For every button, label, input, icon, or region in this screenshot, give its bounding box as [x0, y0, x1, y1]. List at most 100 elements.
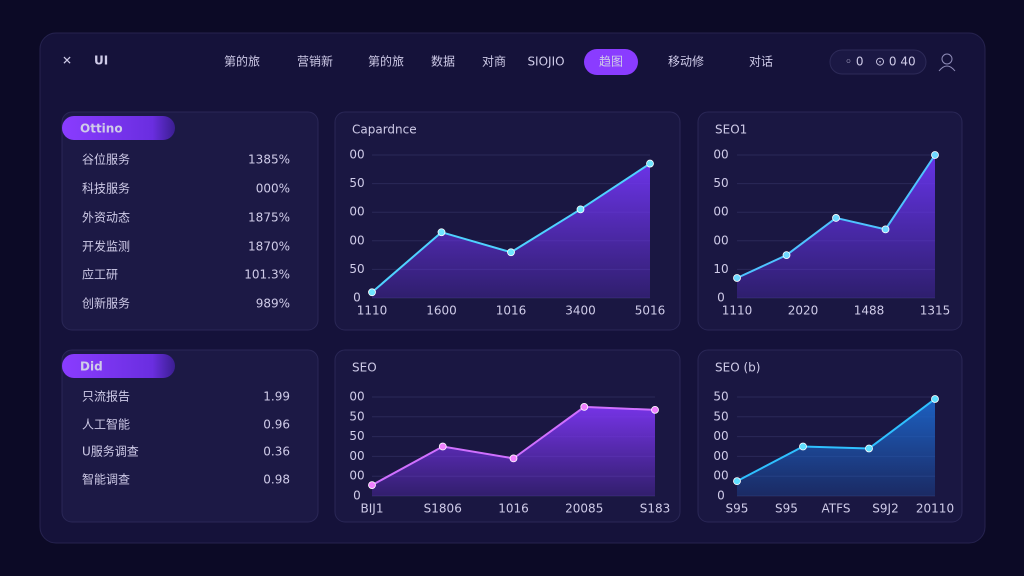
nav-item[interactable]: SIOJIO — [527, 55, 564, 69]
panel-title: Ottino — [80, 122, 123, 136]
point — [509, 454, 518, 463]
row-value: 1875% — [248, 211, 290, 225]
point — [782, 251, 791, 260]
x-tick-label: S95 — [775, 502, 798, 516]
panel-header — [62, 354, 175, 378]
header-controls[interactable] — [829, 49, 927, 75]
y-tick-label: 50 — [713, 409, 728, 423]
x-tick-label: 2020 — [788, 304, 819, 318]
y-tick-label: 50 — [713, 390, 728, 404]
x-tick-label: S1806 — [424, 502, 462, 516]
x-tick-label: 1110 — [722, 304, 753, 318]
user-icon[interactable] — [941, 53, 953, 65]
x-tick-label: 1110 — [357, 304, 388, 318]
point — [437, 228, 446, 237]
point — [438, 442, 447, 451]
row-label: 开发监测 — [82, 239, 130, 254]
row-value: 0.36 — [263, 445, 290, 459]
y-tick-label: 0 — [717, 291, 725, 305]
area — [372, 163, 650, 298]
point — [368, 288, 376, 297]
row-label: 创新服务 — [82, 296, 130, 311]
y-tick-label: 00 — [349, 469, 364, 483]
point — [368, 481, 376, 490]
x-tick-label: 1016 — [498, 502, 529, 516]
row-label: 谷位服务 — [82, 152, 130, 167]
x-tick-label: 1315 — [920, 304, 951, 318]
row-value: 0.96 — [263, 418, 290, 432]
nav-item[interactable]: 第的旅 — [368, 54, 404, 69]
x-tick-label: 5016 — [635, 304, 666, 318]
point — [507, 248, 515, 257]
y-tick-label: 50 — [349, 409, 364, 423]
y-tick-label: 00 — [349, 390, 364, 404]
y-tick-label: 00 — [713, 429, 728, 443]
row-label: U服务调查 — [82, 444, 139, 459]
y-tick-label: 50 — [713, 176, 728, 190]
nav-item[interactable]: 对商 — [482, 54, 506, 69]
point — [865, 444, 873, 453]
point — [580, 402, 589, 411]
x-tick-label: S183 — [640, 502, 671, 516]
panel — [61, 111, 319, 331]
area — [737, 155, 935, 298]
nav-item[interactable]: 对话 — [749, 55, 773, 69]
y-tick-label: 00 — [349, 148, 364, 162]
nav-item[interactable]: 第的旅 — [224, 54, 260, 69]
y-tick-label: 50 — [349, 176, 364, 190]
y-tick-label: 00 — [713, 205, 728, 219]
y-tick-label: 10 — [713, 262, 728, 276]
nav-item[interactable]: 趋图 — [599, 55, 623, 69]
x-tick-label: BIJ1 — [361, 502, 384, 516]
y-tick-label: 00 — [713, 148, 728, 162]
y-tick-label: 00 — [713, 449, 728, 463]
x-tick-label: ATFS — [822, 502, 851, 516]
point — [733, 477, 741, 486]
nav-item[interactable]: 移动修 — [668, 54, 704, 69]
row-label: 智能调查 — [82, 472, 130, 487]
x-tick-label: 3400 — [565, 304, 596, 318]
chart-title: SEO1 — [715, 123, 747, 137]
row-value: 0.98 — [263, 473, 290, 487]
row-label: 外资动态 — [82, 211, 130, 225]
x-tick-label: S9J2 — [872, 502, 898, 516]
chart-title: SEO (b) — [715, 361, 760, 375]
point — [931, 151, 939, 159]
x-tick-label: 1016 — [496, 304, 527, 318]
row-value: 989% — [256, 297, 290, 311]
y-tick-label: 50 — [349, 262, 364, 276]
panel-title: Did — [80, 360, 103, 374]
panel — [61, 349, 319, 523]
y-tick-label: 50 — [349, 429, 364, 443]
row-value: 101.3% — [244, 268, 290, 282]
x-tick-label: 1488 — [854, 304, 885, 318]
row-value: 1870% — [248, 240, 290, 254]
area — [737, 398, 935, 496]
user-icon-body — [938, 65, 956, 72]
point — [931, 395, 939, 403]
panel-header — [62, 116, 175, 140]
row-label: 人工智能 — [82, 417, 130, 432]
point — [576, 205, 585, 214]
x-tick-label: 1600 — [426, 304, 457, 318]
y-tick-label: 00 — [349, 205, 364, 219]
y-tick-label: 00 — [349, 233, 364, 247]
x-tick-label: S95 — [726, 502, 749, 516]
y-tick-label: 00 — [713, 469, 728, 483]
nav-item[interactable]: 营销新 — [297, 54, 333, 69]
area — [372, 406, 655, 496]
nav-active[interactable] — [584, 49, 638, 75]
header-control: ◦ 0 — [845, 55, 864, 69]
point — [646, 159, 654, 168]
x-tick-label: 20110 — [916, 502, 954, 516]
x-tick-label: 20085 — [565, 502, 603, 516]
point — [799, 442, 807, 451]
row-label: 应工研 — [82, 267, 118, 282]
row-label: 只流报告 — [82, 389, 130, 404]
nav-item[interactable]: 数据 — [431, 54, 455, 69]
row-label: 科技服务 — [82, 181, 130, 196]
row-value: 1385% — [248, 153, 290, 167]
chart-title: SEO — [352, 361, 377, 375]
y-tick-label: 0 — [717, 489, 725, 503]
y-tick-label: 00 — [713, 233, 728, 247]
